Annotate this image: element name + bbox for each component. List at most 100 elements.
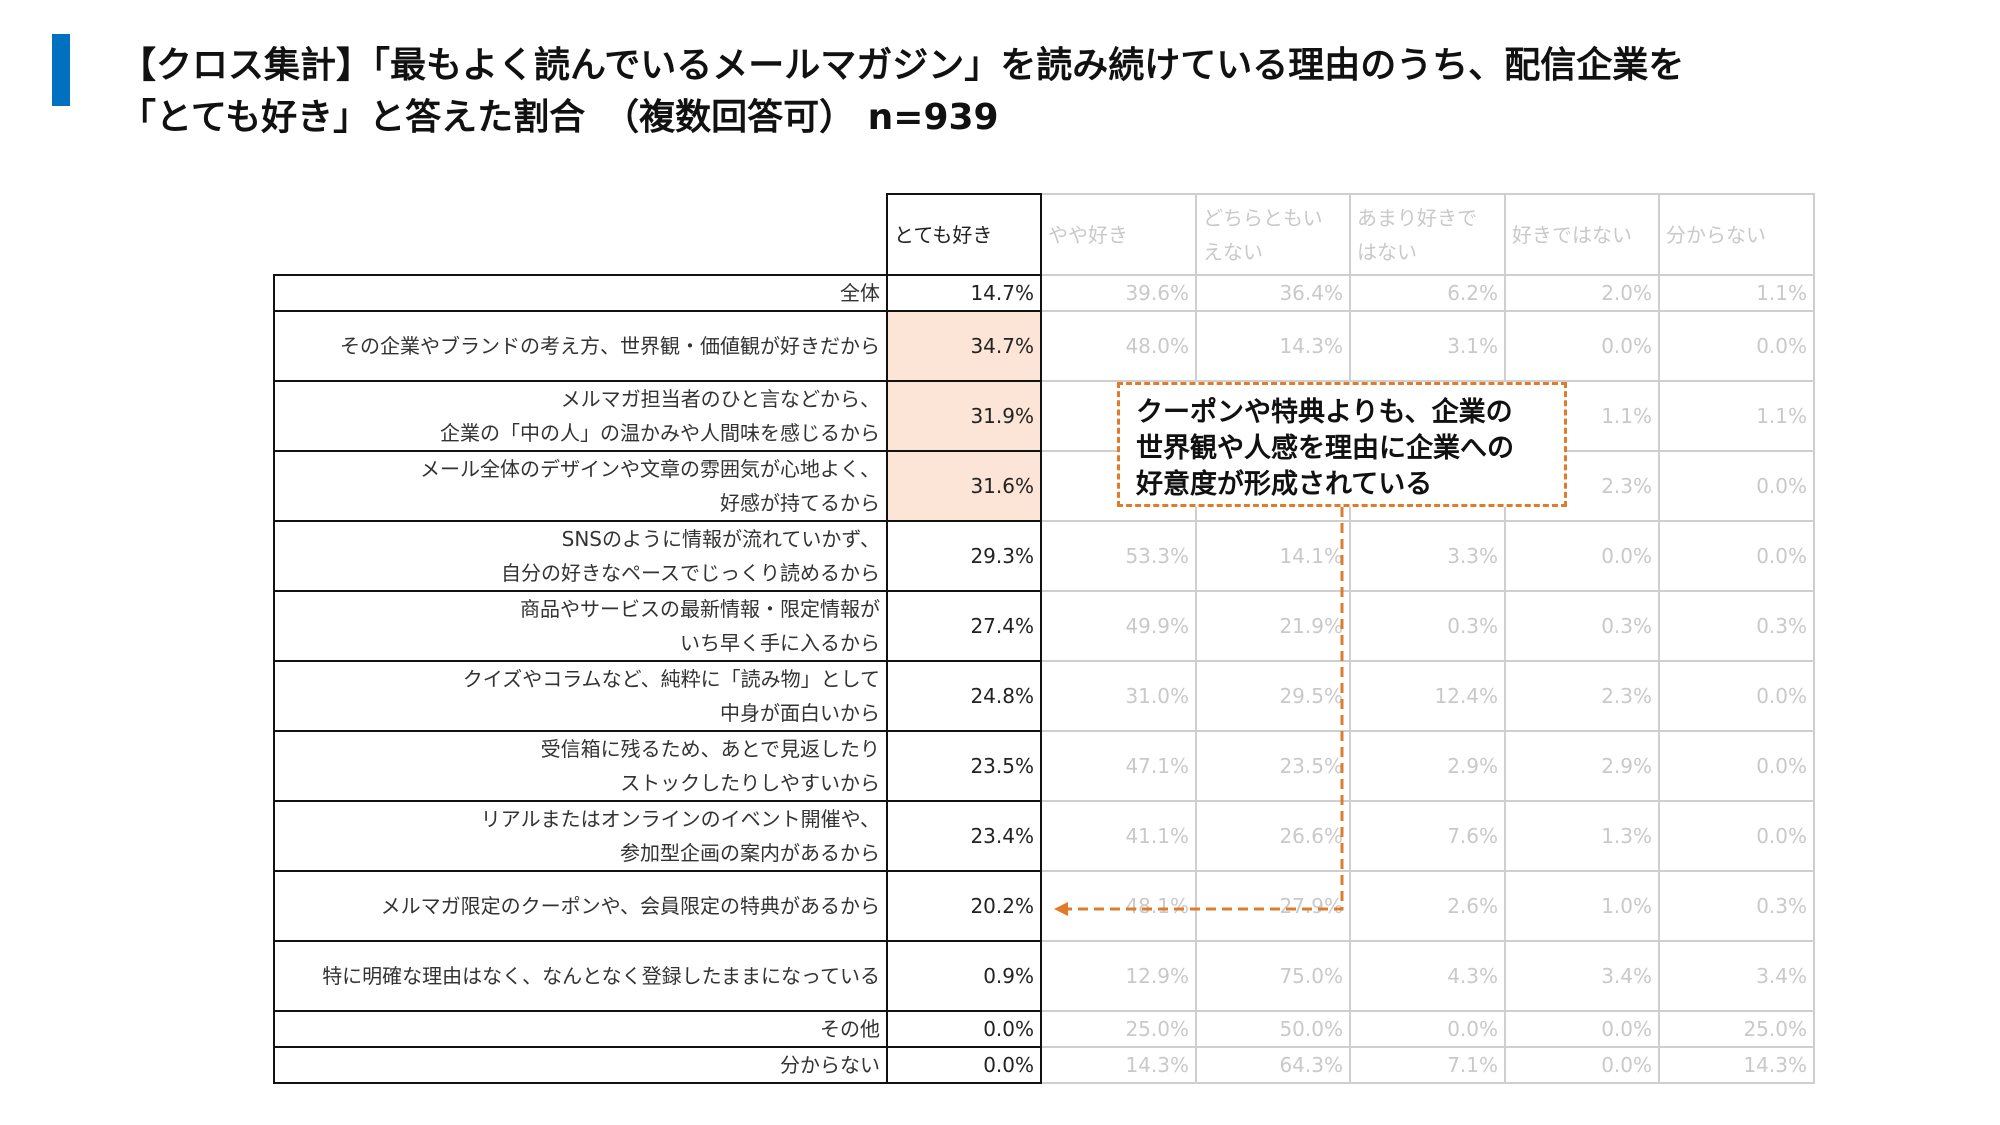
column-header: どちらともい えない [1195, 193, 1351, 276]
value-cell-very-like: 23.4% [886, 800, 1042, 872]
column-header-line: やや好き [1048, 222, 1128, 247]
row-label-line: クイズやコラムなど、純粋に「読み物」として [462, 667, 880, 691]
value-cell-very-like: 24.8% [886, 660, 1042, 732]
value-cell: 26.6% [1195, 800, 1351, 872]
value-cell: 0.0% [1504, 1046, 1660, 1084]
row-label-line: 中身が面白いから [720, 701, 880, 725]
value-cell: 25.0% [1040, 1010, 1197, 1048]
row-label-line: 企業の「中の人」の温かみや人間味を感じるから [440, 421, 880, 445]
annotation-line-2: 世界観や人感を理由に企業への [1136, 433, 1514, 464]
value-cell: 2.3% [1504, 660, 1660, 732]
value-cell: 0.0% [1658, 450, 1815, 522]
value-cell: 0.3% [1658, 870, 1815, 942]
row-label-line: 分からない [780, 1053, 880, 1077]
value-cell-very-like: 27.4% [886, 590, 1042, 662]
row-label-line: その企業やブランドの考え方、世界観・価値観が好きだから [340, 334, 880, 358]
value-cell: 0.0% [1658, 730, 1815, 802]
table-row: クイズやコラムなど、純粋に「読み物」として 中身が面白いから 24.8% 31.0% 2… [273, 660, 1815, 732]
value-cell: 48.0% [1040, 310, 1197, 382]
column-header-line: あまり好きで [1357, 205, 1477, 230]
table-row: 分からない 0.0% 14.3% 64.3% 7.1% 0.0% 14.3% [273, 1046, 1815, 1084]
row-label-line: メルマガ限定のクーポンや、会員限定の特典があるから [380, 894, 880, 918]
value-cell: 0.0% [1658, 660, 1815, 732]
column-header: 分からない [1658, 193, 1815, 276]
value-cell: 0.3% [1504, 590, 1660, 662]
row-label: 商品やサービスの最新情報・限定情報が いち早く手に入るから [273, 590, 888, 662]
value-cell: 23.5% [1195, 730, 1351, 802]
table-row: メルマガ担当者のひと言などから、企業の「中の人」の温かみや人間味を感じるから 31… [273, 380, 1815, 452]
row-label-line: その他 [820, 1017, 880, 1041]
value-cell-very-like: 0.0% [886, 1010, 1042, 1048]
value-cell: 0.0% [1504, 1010, 1660, 1048]
value-cell-very-like: 14.7% [886, 274, 1042, 312]
value-cell-very-like: 34.7% [886, 310, 1042, 382]
value-cell-very-like: 20.2% [886, 870, 1042, 942]
row-label: メルマガ限定のクーポンや、会員限定の特典があるから [273, 870, 888, 942]
row-label-line: 参加型企画の案内があるから [620, 841, 880, 865]
value-cell-very-like: 0.0% [886, 1046, 1042, 1084]
column-header: とても好き [886, 193, 1042, 276]
value-cell: 2.6% [1349, 870, 1506, 942]
value-cell-very-like: 31.6% [886, 450, 1042, 522]
value-cell: 25.0% [1658, 1010, 1815, 1048]
column-header: やや好き [1040, 193, 1197, 276]
title-accent-bar [52, 34, 70, 106]
column-header-line: 分からない [1666, 222, 1766, 247]
value-cell: 1.1% [1658, 274, 1815, 312]
row-label: 特に明確な理由はなく、なんとなく登録したままになっている [273, 940, 888, 1012]
value-cell: 0.0% [1658, 310, 1815, 382]
value-cell: 0.3% [1658, 590, 1815, 662]
cross-tabulation-table: とても好き やや好き どちらともい えない あまり好きで はない 好きではない 分からない 全体… [273, 193, 1815, 1084]
value-cell-very-like: 0.9% [886, 940, 1042, 1012]
table-row: SNSのように情報が流れていかず、 自分の好きなペースでじっくり読めるから 29.3… [273, 520, 1815, 592]
table-row: メール全体のデザインや文章の雰囲気が心地よく、 好感が持てるから 31.6% 2.3%… [273, 450, 1815, 522]
header-blank-cell [274, 194, 887, 275]
value-cell: 7.1% [1349, 1046, 1506, 1084]
column-header-line: とても好き [894, 222, 993, 247]
value-cell: 14.3% [1195, 310, 1351, 382]
annotation-line-3: 好意度が形成されている [1136, 469, 1433, 500]
value-cell: 2.0% [1504, 274, 1660, 312]
value-cell: 14.3% [1658, 1046, 1815, 1084]
value-cell: 4.3% [1349, 940, 1506, 1012]
value-cell: 36.4% [1195, 274, 1351, 312]
value-cell-very-like: 31.9% [886, 380, 1042, 452]
table-row: その他 0.0% 25.0% 50.0% 0.0% 0.0% 25.0% [273, 1010, 1815, 1048]
table-row: メルマガ限定のクーポンや、会員限定の特典があるから 20.2% 48.1% 27.9%… [273, 870, 1815, 942]
row-label-line: ストックしたりしやすいから [620, 771, 880, 795]
value-cell: 0.0% [1658, 800, 1815, 872]
value-cell: 1.1% [1658, 380, 1815, 452]
row-label-line: メルマガ担当者のひと言などから、 [560, 387, 880, 411]
row-label-line: 自分の好きなペースでじっくり読めるから [501, 561, 880, 585]
value-cell: 14.1% [1195, 520, 1351, 592]
value-cell: 6.2% [1349, 274, 1506, 312]
row-label-line: 好感が持てるから [720, 491, 880, 515]
table-row: 特に明確な理由はなく、なんとなく登録したままになっている 0.9% 12.9% 75.… [273, 940, 1815, 1012]
table-row: 受信箱に残るため、あとで見返したりストックしたりしやすいから 23.5% 47.1%… [273, 730, 1815, 802]
value-cell: 48.1% [1040, 870, 1197, 942]
value-cell: 12.9% [1040, 940, 1197, 1012]
column-header-line: えない [1203, 239, 1263, 264]
row-label: メール全体のデザインや文章の雰囲気が心地よく、好感が持てるから [273, 450, 888, 522]
page-title-line-2: 「とても好き」と答えた割合 （複数回答可） n=939 [120, 97, 999, 138]
value-cell: 3.1% [1349, 310, 1506, 382]
value-cell: 53.3% [1040, 520, 1197, 592]
table-header-row: とても好き やや好き どちらともい えない あまり好きで はない 好きではない 分からない [274, 193, 1815, 276]
row-label-line: メール全体のデザインや文章の雰囲気が心地よく、 [420, 457, 880, 481]
row-label: 分からない [273, 1046, 888, 1084]
page-title-line-1: 【クロス集計】「最もよく読んでいるメールマガジン」を読み続けている理由のうち、配… [120, 45, 1685, 86]
row-label: リアルまたはオンラインのイベント開催や、参加型企画の案内があるから [273, 800, 888, 872]
value-cell: 41.1% [1040, 800, 1197, 872]
table-row: リアルまたはオンラインのイベント開催や、参加型企画の案内があるから 23.4% 41… [273, 800, 1815, 872]
value-cell: 0.0% [1504, 520, 1660, 592]
row-label-line: 商品やサービスの最新情報・限定情報が [520, 597, 880, 621]
value-cell: 75.0% [1195, 940, 1351, 1012]
row-label-line: リアルまたはオンラインのイベント開催や、 [480, 807, 880, 831]
value-cell: 47.1% [1040, 730, 1197, 802]
table-row: 商品やサービスの最新情報・限定情報が いち早く手に入るから 27.4% 49.9% 21… [273, 590, 1815, 662]
value-cell: 29.5% [1195, 660, 1351, 732]
row-label: その他 [273, 1010, 888, 1048]
row-label-line: 受信箱に残るため、あとで見返したり [540, 737, 880, 761]
value-cell: 27.9% [1195, 870, 1351, 942]
value-cell-very-like: 29.3% [886, 520, 1042, 592]
